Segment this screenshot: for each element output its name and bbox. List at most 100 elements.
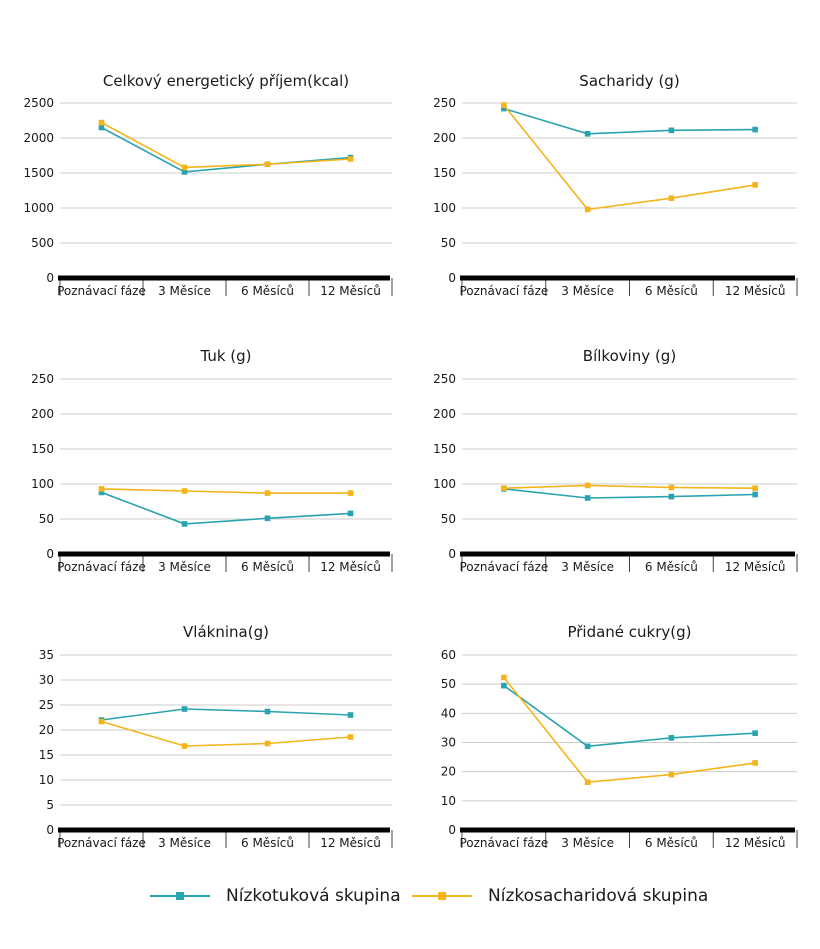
data-point-low-carb [668,484,675,491]
y-tick-label: 200 [433,407,456,421]
y-tick-label: 500 [31,236,54,250]
x-tick-label: 12 Měsíců [725,284,786,298]
y-tick-label: 100 [31,477,54,491]
series-line-low-carb [101,121,351,169]
x-tick-label: 6 Měsíců [645,560,698,574]
data-point-low-fat [347,510,354,517]
y-tick-label: 5 [46,798,54,812]
y-tick-label: 15 [39,748,54,762]
series-line-low-fat [503,488,756,499]
data-point-low-carb [752,485,758,491]
y-tick-label: 0 [448,271,456,285]
x-tick-label: 6 Měsíců [241,560,294,574]
x-tick-label: 3 Měsíce [561,836,614,850]
data-point-low-fat [584,743,591,750]
y-tick-label: 1000 [23,201,54,215]
chart-panel-2: Sacharidy (g) 0 50 100 150 200 250 Poznávací fá… [433,72,798,298]
series-line-low-carb [101,488,351,494]
chart-panel-1: Celkový energetický příjem(kcal) 0 500 1000… [23,72,393,298]
y-tick-label: 50 [441,236,456,250]
chart-title: Sacharidy (g) [579,72,679,90]
x-tick-label: 6 Měsíců [241,836,294,850]
y-tick-label: 10 [39,773,54,787]
data-point-low-fat [752,491,758,498]
y-tick-label: 0 [46,823,54,837]
y-tick-label: 150 [433,442,456,456]
data-point-low-fat [584,495,591,501]
y-tick-label: 50 [441,677,456,691]
data-point-low-carb [668,771,675,778]
legend-swatch-low-carb [412,892,472,900]
x-tick-label: Poznávací fáze [459,560,548,574]
y-tick-label: 30 [441,736,456,750]
x-tick-label: 6 Měsíců [645,284,698,298]
data-point-low-carb [584,482,591,489]
chart-grid: Celkový energetický příjem(kcal)05001000… [23,72,798,850]
y-tick-label: 150 [433,166,456,180]
x-tick-label: Poznávací fáze [57,836,146,850]
y-tick-label: 50 [441,512,456,526]
x-tick-label: 3 Měsíce [561,284,614,298]
chart-title: Přidané cukry(g) [567,623,691,641]
legend-label-low-fat: Nízkotuková skupina [226,886,401,906]
data-point-low-carb [584,206,591,213]
data-point-low-fat [347,712,354,718]
y-tick-label: 200 [31,407,54,421]
data-point-low-carb [181,488,188,494]
y-tick-label: 30 [39,673,54,687]
data-point-low-fat [98,124,105,131]
x-tick-label: Poznávací fáze [459,836,548,850]
legend: Nízkotuková skupina Nízkosacharidová sku… [0,880,820,912]
series-line-low-fat [101,491,351,525]
data-point-low-carb [264,490,271,496]
x-tick-label: Poznávací fáze [57,284,146,298]
data-point-low-carb [98,119,105,126]
chart-title: Bílkoviny (g) [583,347,676,365]
y-tick-label: 60 [441,648,456,662]
y-tick-label: 20 [441,765,456,779]
y-tick-label: 0 [448,547,456,561]
chart-title: Celkový energetický příjem(kcal) [103,72,349,90]
y-tick-label: 25 [39,698,54,712]
y-tick-label: 100 [433,477,456,491]
y-tick-label: 35 [39,648,54,662]
legend-item-low-carb: Nízkosacharidová skupina [412,880,708,912]
x-tick-label: 3 Měsíce [158,560,211,574]
x-tick-label: 12 Měsíců [320,284,381,298]
y-tick-label: 0 [46,547,54,561]
data-point-low-carb [98,718,105,725]
data-point-low-carb [501,674,507,681]
y-tick-label: 250 [433,96,456,110]
x-tick-label: 6 Měsíců [241,284,294,298]
x-tick-label: 3 Měsíce [561,560,614,574]
data-point-low-fat [584,131,591,137]
chart-title: Vláknina(g) [183,623,269,641]
x-tick-label: 3 Měsíce [158,836,211,850]
data-point-low-fat [501,105,507,112]
y-tick-label: 2000 [23,131,54,145]
x-tick-label: 3 Měsíce [158,284,211,298]
legend-marker-low-carb [438,892,446,900]
y-tick-label: 50 [39,512,54,526]
data-point-low-carb [752,182,758,188]
y-tick-label: 20 [39,723,54,737]
y-tick-label: 100 [433,201,456,215]
y-tick-label: 40 [441,706,456,720]
data-point-low-carb [668,195,675,201]
data-point-low-fat [181,706,188,712]
y-tick-label: 10 [441,794,456,808]
y-tick-label: 250 [31,372,54,386]
chart-title: Tuk (g) [199,347,251,365]
data-point-low-carb [347,156,354,162]
chart-panel-4: Bílkoviny (g) 0 50 100 150 200 250 Poznávací fá… [433,347,798,574]
data-point-low-carb [584,779,591,785]
y-tick-label: 2500 [23,96,54,110]
chart-panel-6: Přidané cukry(g) 0 10 20 30 40 50 60 Poznávací f… [441,623,798,850]
data-point-low-carb [347,490,354,496]
data-point-low-carb [264,161,271,168]
x-tick-label: 12 Měsíců [320,560,381,574]
data-point-low-carb [181,743,188,749]
legend-marker-low-fat [176,892,184,900]
chart-panel-3: Tuk (g) 0 50 100 150 200 250 Poznávací fáze 3 Mě… [31,347,393,574]
x-tick-label: 6 Měsíců [645,836,698,850]
